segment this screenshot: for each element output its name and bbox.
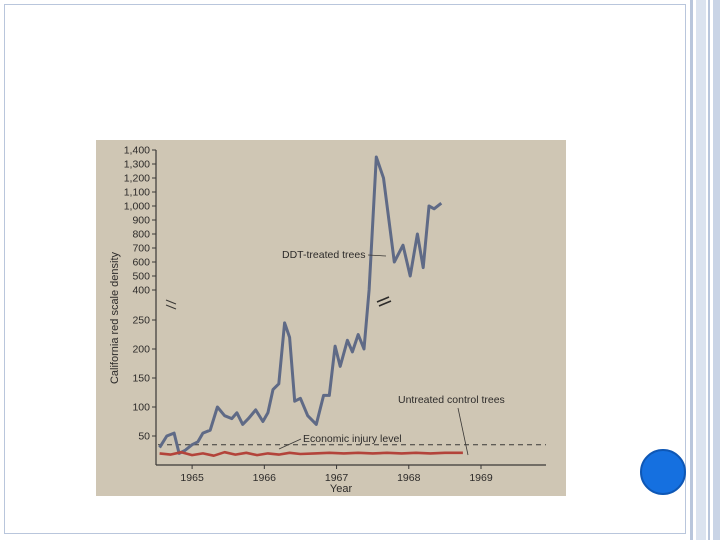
series-line-ddt-treated [158,155,443,455]
axis-ticks: 50 100 150 200 250 400 500 600 700 800 900 1,000 1,1… [124,145,493,485]
y-tick-label: 700 [132,243,150,255]
series-lines [158,155,463,458]
annotation-ddt: DDT-treated trees [282,249,365,261]
leader-injury [278,438,302,450]
series-line-untreated-control [159,450,463,458]
x-tick-label: 1967 [325,472,349,484]
side-bar-band [696,0,706,540]
x-tick-label: 1969 [469,472,493,484]
series-break-mark [376,296,390,303]
y-tick-label: 50 [138,431,150,443]
side-bar-band [713,0,720,540]
axis-break-mark [165,299,177,305]
slide-frame [4,4,686,534]
chart-figure: 50 100 150 200 250 400 500 600 700 800 900 1,000 1,1… [109,145,546,495]
y-tick-label: 100 [132,402,150,414]
y-tick-label: 1,300 [124,159,150,171]
y-tick-label: 1,400 [124,145,150,157]
x-tick-label: 1965 [180,472,204,484]
y-tick-label: 250 [132,315,150,327]
chart-photo: 50 100 150 200 250 400 500 600 700 800 900 1,000 1,1… [96,140,566,496]
y-axis-label: California red scale density [109,251,121,384]
side-bar-line [708,0,710,540]
annotation-injury: Economic injury level [303,433,402,445]
y-tick-label: 1,100 [124,187,150,199]
side-bar-line [690,0,693,540]
y-tick-label: 800 [132,229,150,241]
x-tick-label: 1968 [397,472,421,484]
axis-break-mark [165,304,177,310]
y-tick-label: 1,000 [124,201,150,213]
slide-side-bars [688,0,720,540]
y-tick-label: 150 [132,373,150,385]
x-tick-label: 1966 [253,472,277,484]
y-tick-label: 500 [132,271,150,283]
y-tick-label: 600 [132,257,150,269]
x-axis-label: Year [330,483,353,495]
y-tick-label: 1,200 [124,173,150,185]
leader-ddt [367,254,387,257]
y-tick-label: 200 [132,344,150,356]
y-tick-label: 900 [132,215,150,227]
leader-untreated [457,407,469,456]
series-break-mark [378,300,392,307]
y-tick-label: 400 [132,285,150,297]
annotation-untreated: Untreated control trees [398,394,505,406]
slide-action-circle[interactable] [640,449,686,495]
